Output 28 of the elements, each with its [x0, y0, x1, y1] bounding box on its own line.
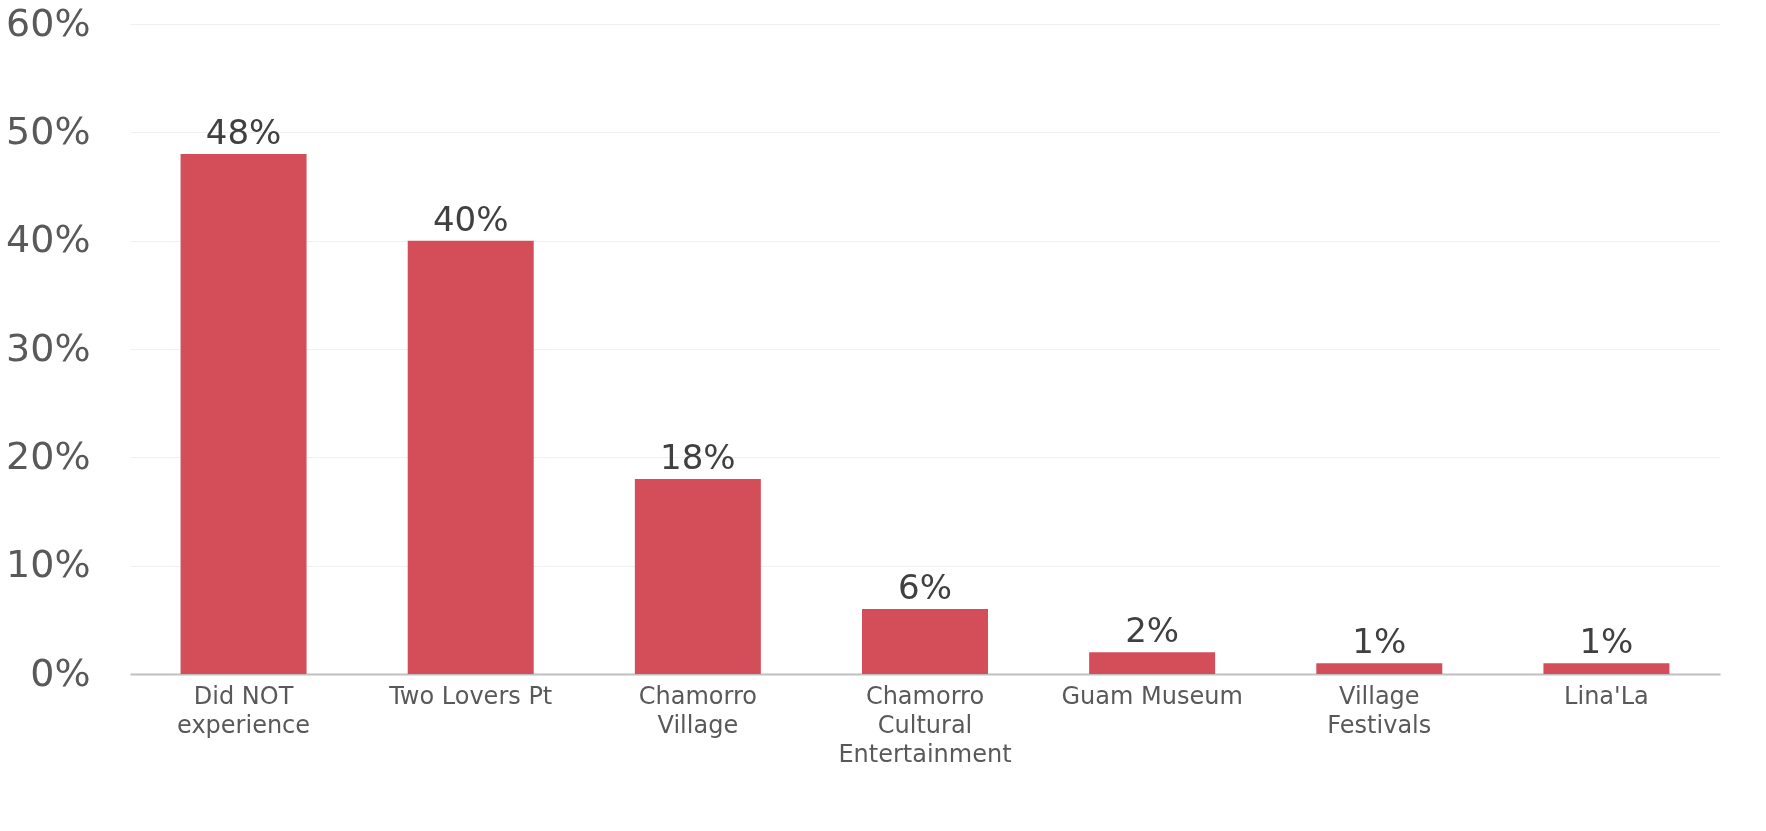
data-label: 48%	[205, 112, 282, 152]
y-tick-label: 40%	[6, 217, 91, 262]
y-tick-label: 30%	[6, 325, 91, 370]
bar	[862, 609, 988, 674]
bar	[180, 154, 307, 674]
x-tick-label: Lina'La	[1564, 681, 1649, 710]
y-tick-label: 50%	[6, 108, 91, 153]
y-tick-label: 0%	[30, 650, 91, 695]
bar	[634, 479, 761, 674]
data-label: 40%	[432, 198, 509, 239]
data-label: 2%	[1125, 610, 1180, 651]
data-label: 1%	[1352, 621, 1407, 662]
y-tick-label: 60%	[6, 0, 91, 45]
y-tick-label: 20%	[6, 433, 91, 478]
x-tick-label: Chamorro Cultural Entertainment	[838, 681, 1012, 768]
data-label: 18%	[660, 437, 736, 477]
data-label: 1%	[1579, 621, 1634, 662]
x-tick-label: Did NOT experience	[177, 681, 311, 739]
bar	[1543, 663, 1670, 674]
bar	[1089, 652, 1216, 674]
x-tick-label: Chamorro Village	[638, 681, 757, 739]
data-label: 6%	[898, 567, 952, 607]
x-tick-label: Guam Museum	[1061, 681, 1243, 710]
y-tick-label: 10%	[6, 542, 91, 587]
x-tick-label: Village Festivals	[1327, 681, 1432, 739]
x-tick-label: Two Lovers Pt	[388, 681, 553, 710]
bar	[407, 240, 534, 674]
bar	[1316, 663, 1443, 674]
